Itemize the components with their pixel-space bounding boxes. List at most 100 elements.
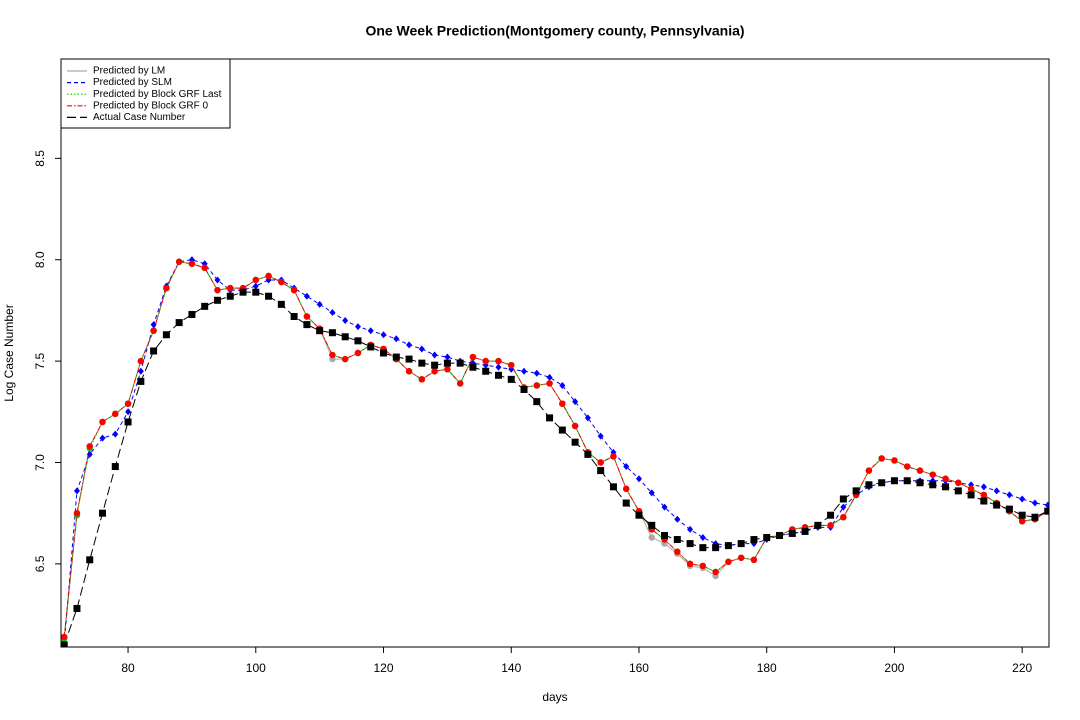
point [367, 327, 374, 335]
point [265, 272, 272, 280]
point [623, 485, 630, 493]
point [520, 385, 528, 393]
point [686, 560, 694, 568]
point [648, 521, 656, 529]
point [252, 276, 259, 284]
point [328, 329, 336, 337]
point [469, 363, 477, 371]
point [750, 556, 758, 564]
point [916, 479, 924, 487]
point [112, 410, 119, 418]
point [431, 361, 439, 369]
point [316, 300, 323, 308]
plot-area [61, 256, 1049, 647]
point [354, 349, 362, 357]
point [814, 521, 822, 529]
chart-title: One Week Prediction(Montgomery county, P… [365, 23, 744, 39]
point [1006, 491, 1013, 499]
point [150, 347, 158, 355]
point [687, 525, 694, 533]
point [980, 491, 988, 499]
point [852, 487, 860, 495]
point [380, 331, 387, 339]
point [303, 292, 310, 300]
point [73, 604, 81, 612]
point [559, 400, 566, 407]
point [571, 422, 579, 430]
point [980, 483, 987, 491]
x-tick-label: 220 [1012, 661, 1032, 675]
point [546, 380, 553, 387]
point [673, 536, 681, 544]
point [916, 467, 924, 474]
point [507, 375, 515, 383]
point [137, 367, 144, 375]
point [456, 359, 464, 367]
point [150, 327, 157, 334]
point [329, 308, 336, 316]
point [86, 450, 93, 458]
point [495, 363, 502, 371]
x-axis-label: days [542, 690, 567, 704]
point [1018, 511, 1026, 519]
point [980, 497, 988, 505]
point [903, 477, 911, 485]
point [1044, 501, 1049, 509]
point [431, 368, 438, 375]
point [699, 534, 706, 542]
point [342, 355, 349, 363]
point [494, 371, 502, 379]
point [890, 477, 898, 485]
point [99, 418, 106, 426]
legend-label: Actual Case Number [93, 112, 186, 123]
point [443, 359, 451, 367]
point [201, 264, 208, 272]
point [252, 288, 260, 296]
point [201, 302, 209, 310]
point [763, 534, 771, 542]
point [124, 400, 132, 407]
point [674, 548, 681, 555]
point [725, 558, 732, 566]
point [1019, 495, 1026, 503]
point [788, 529, 796, 537]
point [406, 341, 413, 349]
point [967, 485, 975, 493]
point [188, 260, 196, 267]
point [508, 361, 515, 369]
point [290, 286, 298, 294]
point [252, 282, 259, 290]
point [162, 331, 170, 339]
point [993, 501, 1001, 509]
point [214, 276, 221, 284]
point [418, 359, 426, 367]
point [380, 349, 388, 357]
point [942, 483, 950, 491]
point [827, 522, 834, 529]
point [188, 310, 196, 318]
point [635, 511, 643, 519]
point [354, 323, 361, 331]
point [111, 463, 119, 471]
point [699, 562, 707, 570]
point [737, 554, 745, 561]
point [482, 357, 489, 365]
point [724, 542, 732, 550]
point [1044, 507, 1049, 515]
point [865, 467, 873, 474]
x-tick-label: 180 [757, 661, 777, 675]
point [801, 527, 809, 535]
point [61, 641, 68, 647]
point [661, 531, 669, 539]
point [86, 556, 94, 564]
point [878, 479, 886, 487]
point [316, 327, 324, 335]
point [558, 426, 566, 434]
point [584, 414, 591, 422]
point [1031, 513, 1039, 521]
point [265, 292, 273, 300]
point [112, 430, 119, 438]
point [840, 514, 847, 521]
point [750, 536, 758, 544]
point [290, 313, 298, 321]
